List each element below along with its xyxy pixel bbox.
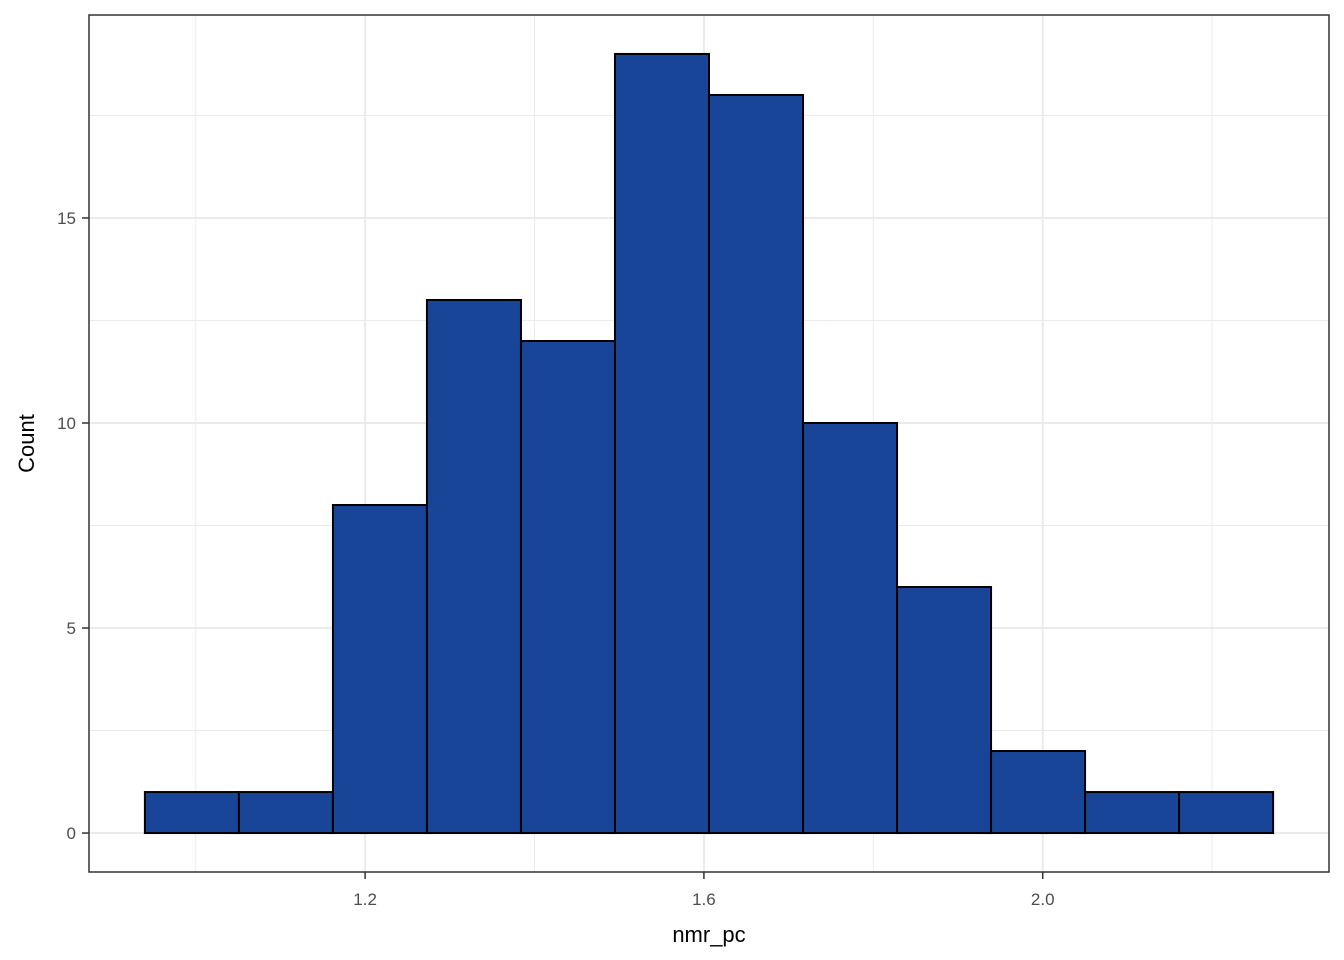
histogram-bar [990,750,1087,835]
y-tick-label: 0 [67,824,76,843]
y-tick-label: 5 [67,619,76,638]
histogram-bar [802,421,899,835]
histogram-bar [331,504,428,835]
histogram-bar [896,586,993,835]
histogram-bars [143,52,1275,835]
panel-border [88,14,1330,873]
histogram-bar [425,298,522,835]
histogram-bar [237,791,334,835]
x-axis: 1.2 1.6 2.0 [353,872,1055,909]
x-axis-title: nmr_pc [672,922,745,947]
histogram-bar [1178,791,1275,835]
histogram-bar [1084,791,1181,835]
histogram-bar [708,93,805,835]
x-tick-label: 1.2 [353,890,377,909]
histogram-bar [613,52,710,835]
histogram-bar [143,791,240,835]
y-tick-label: 10 [57,414,76,433]
y-axis-title: Count [14,414,39,473]
histogram-bar [519,339,616,835]
x-tick-label: 1.6 [692,890,716,909]
y-tick-label: 15 [57,209,76,228]
y-axis: 0 5 10 15 [57,209,89,843]
x-tick-label: 2.0 [1031,890,1055,909]
